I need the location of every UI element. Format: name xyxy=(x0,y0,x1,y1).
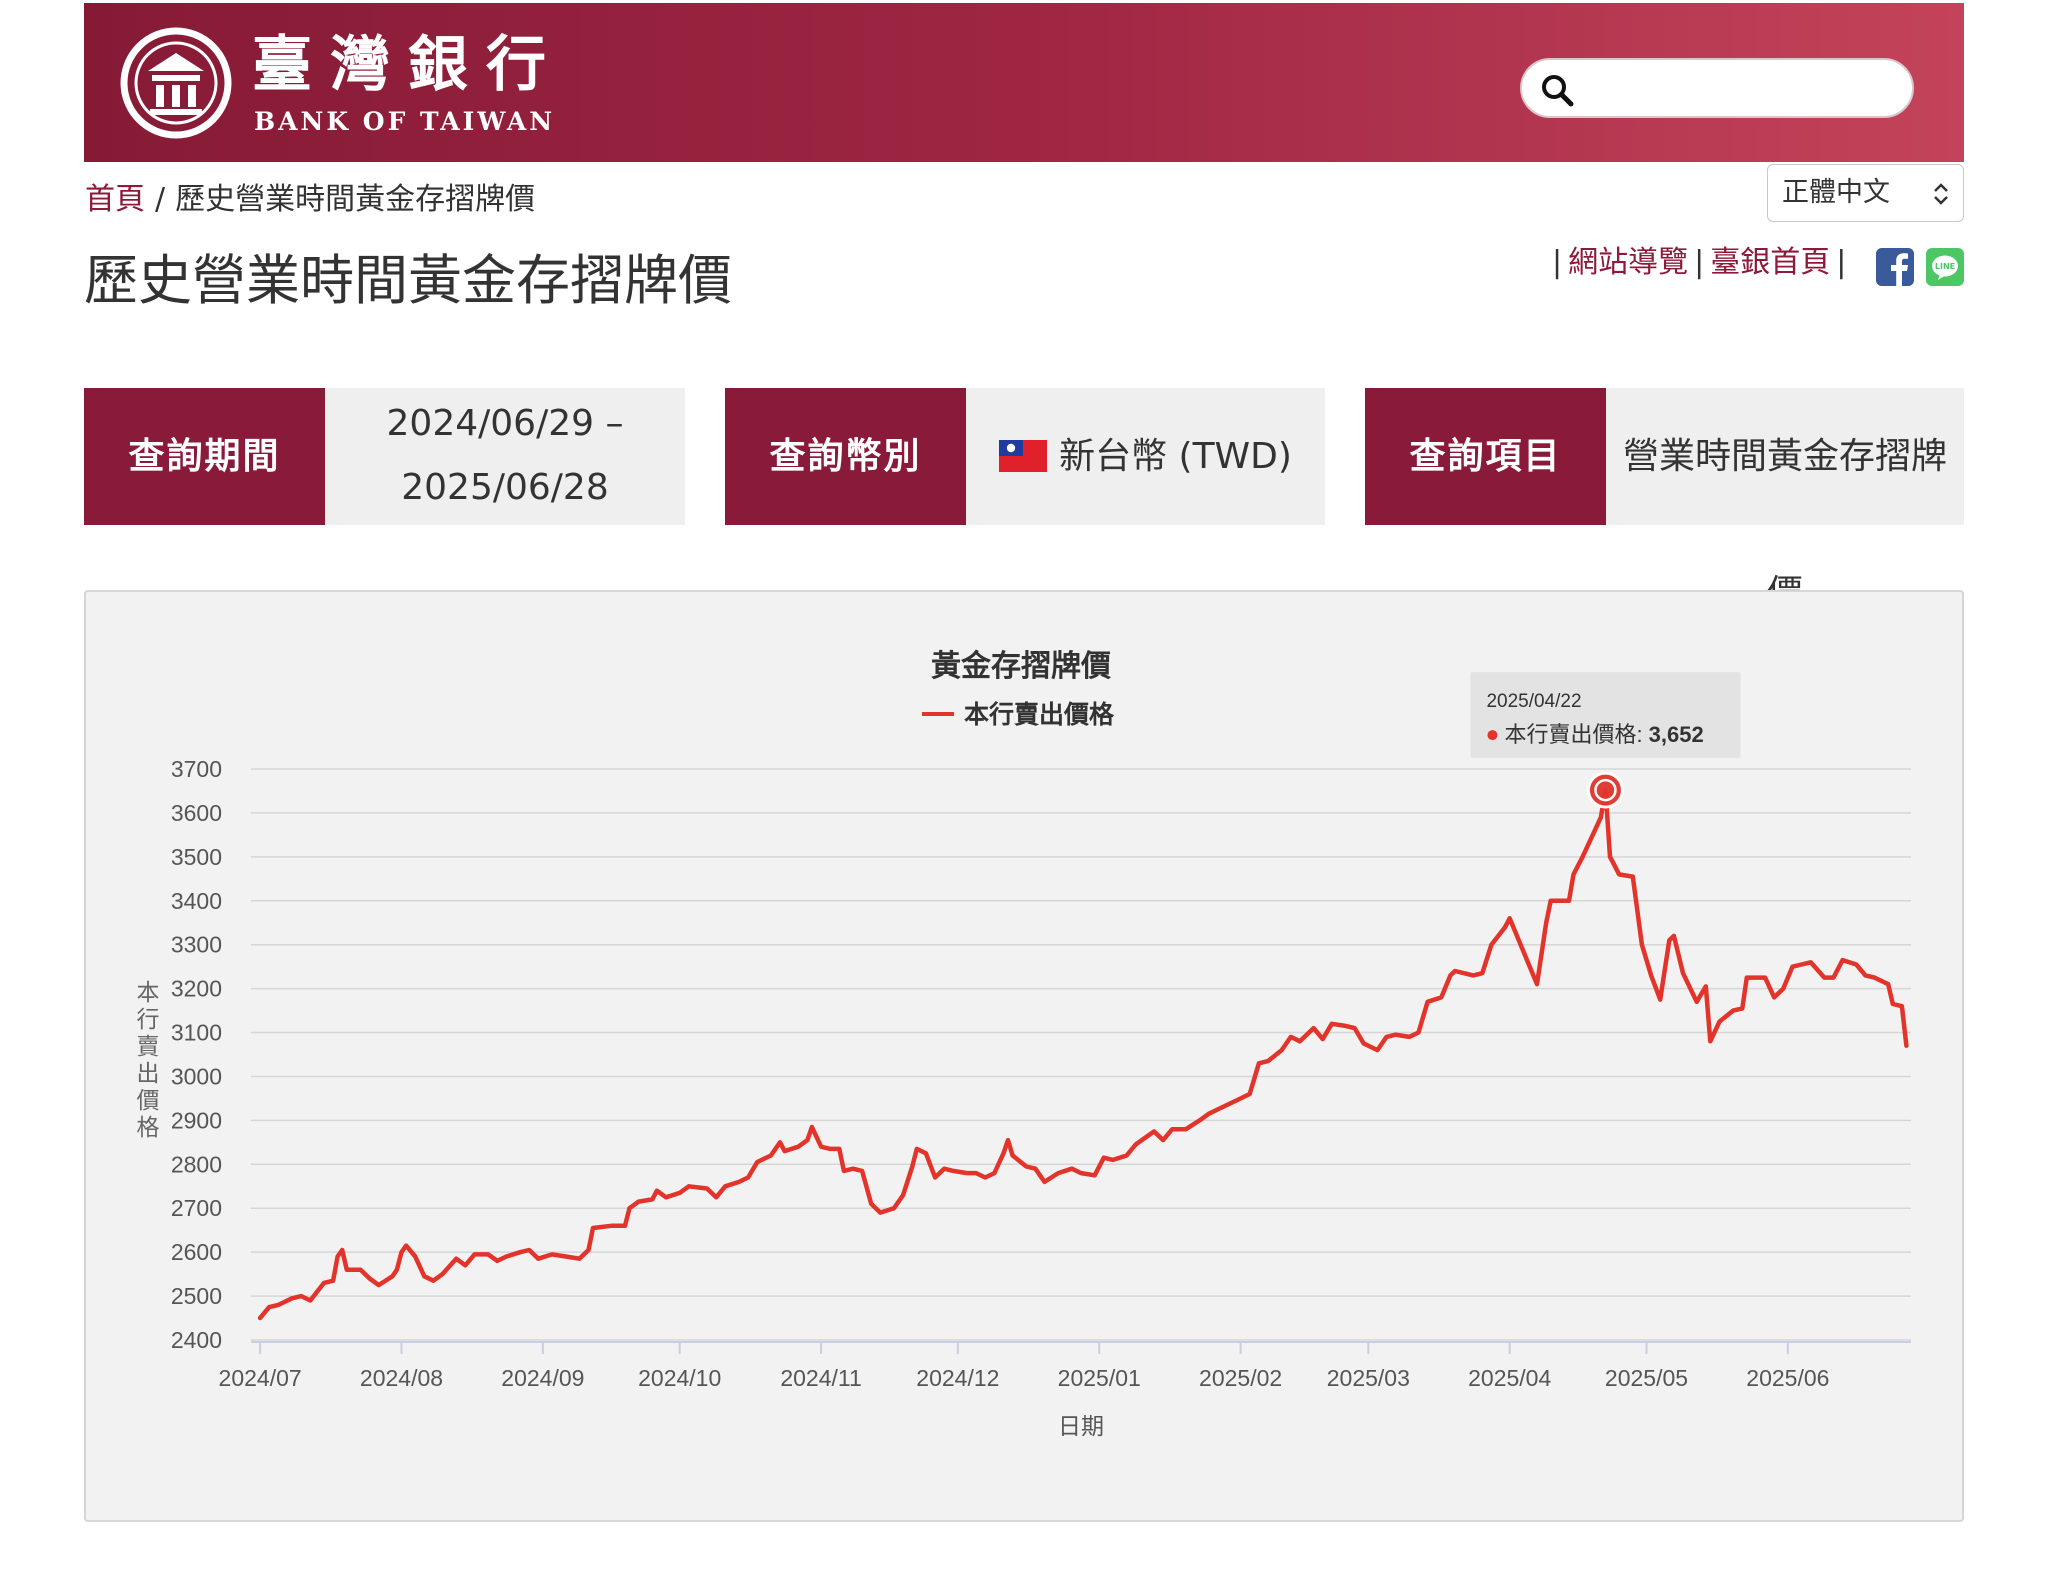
y-tick-label: 2500 xyxy=(171,1283,222,1309)
query-period-panel: 查詢期間 2024/06/29 – 2025/06/28 xyxy=(84,388,685,525)
x-tick-label: 2025/03 xyxy=(1327,1365,1410,1391)
query-currency-label: 查詢幣別 xyxy=(725,388,966,525)
query-currency-value: 新台幣 (TWD) xyxy=(1059,436,1292,477)
y-tick-label: 2600 xyxy=(171,1239,222,1265)
svg-text:LINE: LINE xyxy=(1935,262,1955,271)
y-tick-label: 3300 xyxy=(171,932,222,958)
language-select[interactable]: 正體中文 xyxy=(1767,164,1964,222)
sitemap-link[interactable]: 網站導覽 xyxy=(1568,245,1689,280)
top-links-separator: | xyxy=(1836,245,1847,280)
x-tick-label: 2024/10 xyxy=(638,1365,721,1391)
logo-english-name: BANK OF TAIWAN xyxy=(254,107,556,136)
y-tick-label: 2900 xyxy=(171,1107,222,1133)
x-tick-label: 2025/06 xyxy=(1746,1365,1829,1391)
top-links: | 網站導覽 | 臺銀首頁 | xyxy=(1546,242,1852,284)
tooltip-value-line: 本行賣出價格: 3,652 xyxy=(1504,722,1703,747)
x-tick-label: 2024/09 xyxy=(501,1365,584,1391)
y-tick-label: 3200 xyxy=(171,976,222,1002)
y-tick-label: 2400 xyxy=(171,1327,222,1353)
y-tick-label: 3400 xyxy=(171,888,222,914)
page-title: 歷史營業時間黃金存摺牌價 xyxy=(84,249,732,312)
y-tick-label: 3000 xyxy=(171,1063,222,1089)
query-period-value: 2024/06/29 – 2025/06/28 xyxy=(325,388,685,525)
breadcrumb-current: 歷史營業時間黃金存摺牌價 xyxy=(175,182,536,217)
top-links-separator: | xyxy=(1694,245,1705,280)
y-tick-label: 3100 xyxy=(171,1020,222,1046)
tooltip-box xyxy=(1470,672,1741,759)
query-period-label: 查詢期間 xyxy=(84,388,325,525)
top-links-separator: | xyxy=(1552,245,1563,280)
y-tick-label: 2700 xyxy=(171,1195,222,1221)
x-tick-label: 2025/04 xyxy=(1468,1365,1551,1391)
x-tick-label: 2024/12 xyxy=(916,1365,999,1391)
chart-panel: 黃金存摺牌價本行賣出價格 2400 2500 2600 2700 2800 2900 3000… xyxy=(84,590,1964,1522)
bank-logo[interactable]: 臺灣銀行 BANK OF TAIWAN xyxy=(120,27,680,139)
x-tick-label: 2024/11 xyxy=(780,1365,861,1391)
query-period-start: 2024/06/29 – xyxy=(386,403,624,444)
language-selected-value: 正體中文 xyxy=(1782,177,1890,208)
x-tick-label: 2024/07 xyxy=(219,1365,302,1391)
x-tick-label: 2025/02 xyxy=(1199,1365,1282,1391)
breadcrumb-separator: / xyxy=(155,182,166,217)
y-tick-label: 3500 xyxy=(171,844,222,870)
search-box[interactable] xyxy=(1520,58,1914,118)
header-banner: 臺灣銀行 BANK OF TAIWAN xyxy=(84,3,1964,162)
y-axis-title: 本行賣出價格 xyxy=(137,979,160,1140)
query-item-value: 營業時間黃金存摺牌價 xyxy=(1622,436,1947,614)
query-item-label: 查詢項目 xyxy=(1365,388,1606,525)
x-tick-label: 2025/01 xyxy=(1058,1365,1141,1391)
logo-chinese-name: 臺灣銀行 xyxy=(252,30,564,100)
query-currency-value-wrap: 新台幣 (TWD) xyxy=(966,388,1325,525)
bank-logo-icon xyxy=(120,27,232,139)
bank-home-link[interactable]: 臺銀首頁 xyxy=(1710,245,1831,280)
y-tick-label: 3700 xyxy=(171,756,222,782)
search-icon[interactable] xyxy=(1540,73,1574,107)
tooltip-date: 2025/04/22 xyxy=(1486,691,1581,712)
x-tick-label: 2025/05 xyxy=(1605,1365,1688,1391)
chevron-updown-icon xyxy=(1934,183,1948,205)
highlight-point[interactable] xyxy=(1586,771,1624,809)
query-currency-panel: 查詢幣別 新台幣 (TWD) xyxy=(725,388,1325,525)
series-line[interactable] xyxy=(257,787,1909,1321)
chart-title: 黃金存摺牌價 xyxy=(931,649,1111,683)
x-tick-label: 2024/08 xyxy=(360,1365,443,1391)
legend-label: 本行賣出價格 xyxy=(964,700,1115,729)
line-icon[interactable]: LINE xyxy=(1926,248,1964,286)
query-period-end: 2025/06/28 xyxy=(401,467,609,508)
tooltip-marker xyxy=(1487,730,1498,741)
breadcrumb: 首頁 / 歷史營業時間黃金存摺牌價 xyxy=(85,178,535,222)
facebook-icon[interactable] xyxy=(1876,248,1914,286)
taiwan-flag-icon xyxy=(999,440,1048,472)
y-tick-label: 3600 xyxy=(171,800,222,826)
y-tick-label: 2800 xyxy=(171,1151,222,1177)
search-input[interactable] xyxy=(1584,68,1894,108)
x-axis-title: 日期 xyxy=(1058,1413,1104,1439)
highlight-point-ring xyxy=(1594,778,1617,802)
query-item-panel: 查詢項目 營業時間黃金存摺牌價 xyxy=(1365,388,1964,614)
breadcrumb-home-link[interactable]: 首頁 xyxy=(85,182,145,217)
